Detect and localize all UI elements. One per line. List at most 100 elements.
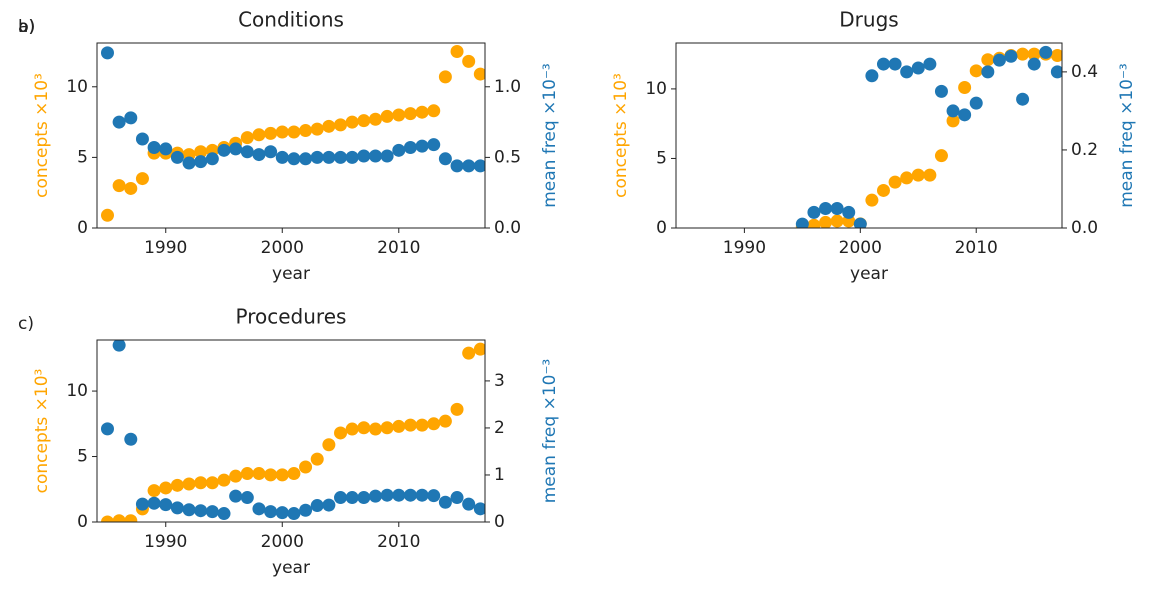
point (275, 125, 289, 139)
point (1050, 49, 1062, 63)
chart-title: Conditions (238, 8, 344, 32)
x-tick-label: 2010 (377, 238, 420, 258)
point (462, 159, 476, 173)
x-axis-label: year (272, 264, 310, 284)
point (217, 507, 231, 521)
point (1027, 57, 1041, 71)
point (217, 143, 231, 157)
point (299, 124, 313, 138)
point (1004, 49, 1018, 63)
point (275, 468, 289, 482)
point (310, 150, 324, 164)
point (205, 505, 219, 519)
point (842, 205, 856, 219)
point (334, 426, 348, 440)
y-axis-label: concepts ×10³ (611, 73, 631, 198)
point (100, 46, 114, 60)
y2-axis-label: mean freq ×10⁻³ (1117, 63, 1137, 208)
point (462, 54, 476, 68)
point (392, 488, 406, 502)
point (112, 514, 126, 522)
x-tick-label: 1990 (723, 238, 766, 258)
point (124, 181, 138, 195)
point (427, 138, 441, 152)
plot-area (100, 44, 485, 222)
point (450, 402, 464, 416)
point (392, 108, 406, 122)
point (112, 340, 126, 352)
point (438, 495, 452, 509)
point (992, 53, 1006, 67)
point (264, 468, 278, 482)
point (217, 473, 231, 487)
point (911, 61, 925, 75)
point (310, 122, 324, 136)
point (100, 422, 114, 436)
point (830, 214, 844, 228)
point (403, 488, 417, 502)
point (969, 64, 983, 78)
point (124, 514, 138, 522)
point (415, 418, 429, 432)
point (345, 115, 359, 129)
panel: c) Procedures 1990 2000 2010 year 0 5 10 0 1 2 3 conc… (18, 305, 560, 579)
point (438, 70, 452, 84)
x-axis-label: year (272, 558, 310, 578)
point (147, 484, 161, 498)
point (427, 104, 441, 118)
point (334, 118, 348, 132)
panel-label: c) (18, 314, 34, 334)
point (240, 491, 254, 505)
point (969, 96, 983, 110)
point (299, 503, 313, 517)
point (299, 152, 313, 166)
y-tick-label: 0 (656, 218, 667, 238)
point (357, 149, 371, 163)
point (194, 145, 208, 159)
point (403, 418, 417, 432)
point (322, 498, 336, 512)
point (229, 469, 243, 483)
point (934, 84, 948, 98)
point (252, 467, 266, 481)
point (473, 159, 485, 173)
point (345, 150, 359, 164)
panel: b) Drugs 1990 2000 2010 year 0 5 10 0.0 0.2 0.4 conc… (18, 8, 1137, 285)
point (147, 496, 161, 510)
point (1016, 92, 1030, 106)
point (888, 57, 902, 71)
point (124, 432, 138, 446)
point (450, 491, 464, 505)
point (946, 104, 960, 118)
point (380, 149, 394, 163)
x-tick-label: 2000 (839, 238, 882, 258)
axes-frame (675, 42, 1063, 229)
point (240, 131, 254, 145)
point (403, 107, 417, 121)
point (981, 53, 995, 67)
y2-tick-label: 0.0 (494, 218, 521, 238)
plot-area (795, 45, 1062, 228)
x-tick-label: 1990 (144, 238, 187, 258)
point (462, 346, 476, 360)
point (865, 69, 879, 83)
point (368, 422, 382, 436)
point (287, 125, 301, 139)
point (264, 126, 278, 140)
panel-label: a) (18, 17, 35, 37)
point (1039, 45, 1053, 59)
point (876, 57, 890, 71)
point (1050, 65, 1062, 79)
point (392, 419, 406, 433)
point (923, 57, 937, 71)
y2-tick-label: 0.2 (1071, 140, 1098, 160)
point (264, 145, 278, 159)
point (334, 150, 348, 164)
point (403, 141, 417, 155)
panel-label: b) (18, 17, 35, 37)
x-tick-label: 2000 (261, 238, 304, 258)
point (182, 156, 196, 170)
point (807, 218, 821, 228)
point (182, 503, 196, 517)
